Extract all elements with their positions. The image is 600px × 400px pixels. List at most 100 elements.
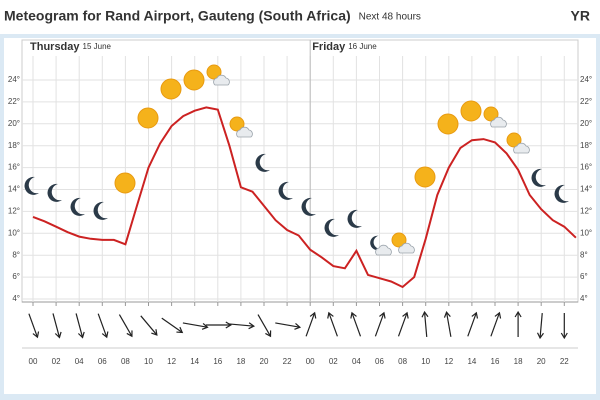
moon xyxy=(93,201,108,220)
cloud xyxy=(236,126,253,138)
temperature-line xyxy=(32,106,577,289)
wind-arrow xyxy=(97,313,109,339)
wind-shaft xyxy=(467,313,477,337)
day-date: 16 June xyxy=(348,42,377,51)
moon xyxy=(47,183,62,202)
wind-shaft xyxy=(305,313,315,337)
weather-icon xyxy=(47,183,62,202)
wind-head xyxy=(402,311,409,319)
x-tick-label: 02 xyxy=(329,357,338,366)
wind-head xyxy=(54,331,62,339)
y-tick-label: 16° xyxy=(8,163,20,172)
x-tick-label: 00 xyxy=(306,357,315,366)
wind-shaft xyxy=(374,313,385,337)
x-tick-label: 22 xyxy=(283,357,292,366)
moon xyxy=(255,153,270,172)
y-tick-label-right: 18° xyxy=(580,141,592,150)
wind-head xyxy=(225,321,232,329)
cloud xyxy=(398,242,415,254)
moon xyxy=(554,184,569,203)
y-tick-label: 12° xyxy=(8,207,20,216)
x-tick-label: 08 xyxy=(121,357,130,366)
x-tick-label: 02 xyxy=(52,357,61,366)
y-tick-label-right: 4° xyxy=(580,294,588,303)
wind-shaft xyxy=(161,317,182,333)
sun xyxy=(437,113,459,135)
x-tick-label: 10 xyxy=(144,357,153,366)
wind-arrow xyxy=(350,311,362,337)
wind-shaft xyxy=(257,314,271,336)
sun xyxy=(114,172,136,194)
wind-arrow xyxy=(75,313,85,339)
wind-shaft xyxy=(52,313,60,337)
y-tick-label-right: 6° xyxy=(580,272,588,281)
moon xyxy=(347,209,362,228)
x-tick-label: 06 xyxy=(375,357,384,366)
y-tick-label: 20° xyxy=(8,119,20,128)
y-tick-label: 8° xyxy=(12,250,20,259)
weather-icon xyxy=(347,209,362,228)
y-tick-label-right: 8° xyxy=(580,250,588,259)
sun xyxy=(183,69,205,91)
wind-shaft xyxy=(351,313,362,337)
wind-shaft xyxy=(97,313,107,337)
wind-arrow xyxy=(467,311,479,337)
wind-head xyxy=(379,311,386,319)
wind-arrow xyxy=(228,322,256,330)
y-tick-label: 18° xyxy=(8,141,20,150)
wind-arrow xyxy=(52,313,62,339)
x-tick-label: 14 xyxy=(467,357,476,366)
wind-arrow xyxy=(514,310,522,337)
wind-head xyxy=(151,329,158,336)
x-tick-label: 20 xyxy=(537,357,546,366)
moon xyxy=(531,168,546,187)
sun xyxy=(483,106,499,122)
wind-arrow xyxy=(490,311,502,337)
weather-icon xyxy=(137,107,159,129)
weather-icon xyxy=(70,197,85,216)
moon xyxy=(24,176,39,195)
y-tick-label: 6° xyxy=(12,272,20,281)
wind-shaft xyxy=(75,313,83,337)
cloud xyxy=(213,74,230,86)
wind-arrow xyxy=(421,310,429,338)
weather-icon xyxy=(24,176,39,195)
wind-head xyxy=(560,332,568,340)
moon xyxy=(278,181,293,200)
y-tick-label: 4° xyxy=(12,294,20,303)
y-tick-label-right: 10° xyxy=(580,228,592,237)
wind-arrow xyxy=(443,311,452,337)
x-tick-label: 00 xyxy=(29,357,38,366)
day-name: Thursday xyxy=(30,41,80,53)
wind-head xyxy=(265,330,272,338)
weather-icon xyxy=(437,113,459,135)
x-tick-label: 16 xyxy=(491,357,500,366)
day-date: 15 June xyxy=(83,42,112,51)
weather-icon xyxy=(255,153,270,172)
weather-icon xyxy=(414,166,436,188)
weather-icon xyxy=(278,181,293,200)
wind-head xyxy=(421,310,429,318)
weather-icon xyxy=(206,64,230,86)
wind-head xyxy=(309,311,317,319)
panel xyxy=(4,38,596,394)
cloud xyxy=(513,142,530,154)
y-tick-label: 14° xyxy=(8,185,20,194)
x-tick-label: 06 xyxy=(98,357,107,366)
logo: YR xyxy=(571,8,590,24)
weather-icon xyxy=(506,132,530,154)
wind-head xyxy=(201,322,209,330)
weather-icon xyxy=(370,235,392,256)
wind-shaft xyxy=(446,313,452,337)
sun xyxy=(229,116,245,132)
wind-shaft xyxy=(275,322,300,328)
wind-head xyxy=(77,331,85,339)
weather-icon xyxy=(160,78,182,100)
weather-icon xyxy=(229,116,253,138)
weather-icon xyxy=(483,106,507,128)
wind-arrow xyxy=(536,312,544,340)
weather-icon xyxy=(301,197,316,216)
wind-arrow xyxy=(205,321,232,329)
wind-shaft xyxy=(328,313,338,337)
